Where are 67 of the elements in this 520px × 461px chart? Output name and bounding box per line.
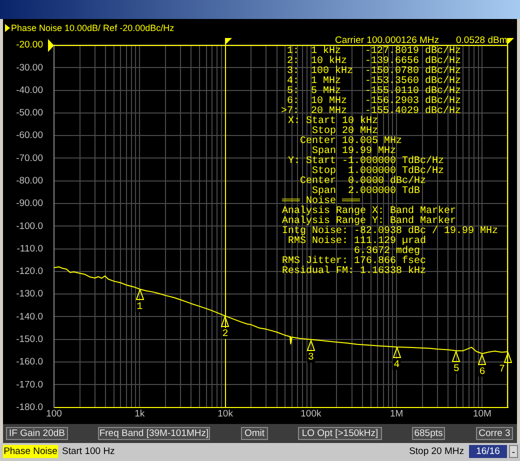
text: Omit xyxy=(241,427,268,440)
chart-title: Phase Noise 10.00dB/ Ref -20.00dBc/Hz xyxy=(11,23,174,34)
text: IF Gain 20dB xyxy=(6,427,68,440)
annotation: 6.3672 mdeg xyxy=(354,246,420,257)
annotation: Analysis Range X: Band Marker xyxy=(282,206,456,217)
annotation: Carrier 100.000126 MHz xyxy=(335,35,440,46)
annotation: 5 xyxy=(453,364,460,375)
text: LO Opt [>150kHz] xyxy=(298,427,382,440)
annotation: 5: 5 MHz -155.0110 dBc/Hz xyxy=(286,86,461,97)
annotation: Y: Start -1.000000 TdBc/Hz xyxy=(288,156,444,167)
y-tick-label: -110.0 xyxy=(16,243,43,254)
y-tick-label: -90.00 xyxy=(16,198,43,210)
x-tick-label: 10k xyxy=(218,408,234,420)
annotation: 6 xyxy=(479,366,486,378)
y-tick-label: -180.0 xyxy=(16,402,43,413)
annotation: 4: 1 MHz -153.3560 dBc/Hz xyxy=(286,76,461,87)
x-tick-label: 1k xyxy=(134,408,145,420)
text: Stop 20 MHz xyxy=(409,445,464,458)
x-tick-label: 10M xyxy=(472,408,492,420)
annotation: Residual FM: 1.16338 kHz xyxy=(282,266,426,277)
x-tick-label: 1M xyxy=(390,408,404,420)
y-tick-label: -30.00 xyxy=(16,62,43,74)
y-tick-label: -70.00 xyxy=(16,152,43,164)
y-tick-label: -40.00 xyxy=(16,84,43,96)
x-tick-label: 100 xyxy=(46,408,62,420)
annotation: Stop 1.000000 TdBc/Hz xyxy=(312,166,444,177)
annotation: 3: 100 kHz -150.0780 dBc/Hz xyxy=(286,66,461,77)
annotation: Intg Noise: -82.0938 dBc / 19.99 MHz xyxy=(282,226,498,237)
text: - xyxy=(509,445,518,458)
annotation: X: Start 10 kHz xyxy=(288,116,378,127)
annotation: Center 10.005 MHz xyxy=(300,136,402,147)
annotation: ═══ Noise ═══ xyxy=(282,196,360,207)
y-tick-label: -60.00 xyxy=(16,130,43,142)
y-tick-label: -120.0 xyxy=(16,266,43,278)
text: 16/16 xyxy=(469,445,507,458)
annotation: 0.0528 dBm xyxy=(456,35,508,46)
y-tick-label: -170.0 xyxy=(16,379,43,390)
annotation: 1 xyxy=(136,302,143,314)
y-tick-label: -50.00 xyxy=(16,108,43,119)
annotation: 2 xyxy=(222,329,228,340)
annotation: 4 xyxy=(394,360,400,372)
annotation: 3 xyxy=(308,352,314,364)
annotation: 2: 10 kHz -139.6656 dBc/Hz xyxy=(286,56,461,67)
annotation: Span 2.000000 TdB xyxy=(312,186,420,197)
annotation: RMS Noise: 111.129 µrad xyxy=(288,236,426,247)
text: Phase Noise xyxy=(3,445,58,458)
annotation: 1: 1 kHz -127.8019 dBc/Hz xyxy=(286,46,461,57)
y-tick-label: -160.0 xyxy=(16,356,43,368)
y-tick-label: -80.00 xyxy=(16,175,43,186)
text: Freq Band [39M-101MHz] xyxy=(98,427,210,440)
annotation: Span 19.99 MHz xyxy=(312,146,396,157)
y-tick-label: -100.0 xyxy=(16,220,43,232)
annotation: RMS Jitter: 176.866 fsec xyxy=(282,256,426,267)
y-tick-label: -20.00 xyxy=(16,40,43,51)
y-tick-label: -150.0 xyxy=(16,334,43,345)
text: 685pts xyxy=(412,427,445,440)
y-tick-label: -130.0 xyxy=(16,288,43,300)
annotation: 7 xyxy=(498,364,506,376)
annotation: Analysis Range Y: Band Marker xyxy=(282,216,456,227)
annotation: >7: 20 MHz -155.4029 dBc/Hz xyxy=(280,106,461,117)
annotation: Center 0.0000 dBc/Hz xyxy=(300,176,426,187)
annotation: 6: 10 MHz -156.2903 dBc/Hz xyxy=(286,96,461,107)
text: Start 100 Hz xyxy=(62,445,115,458)
annotation: Stop 20 MHz xyxy=(312,126,378,137)
x-tick-label: 100k xyxy=(300,408,322,420)
y-tick-label: -140.0 xyxy=(16,311,43,322)
text: Corre 3 xyxy=(476,427,513,440)
